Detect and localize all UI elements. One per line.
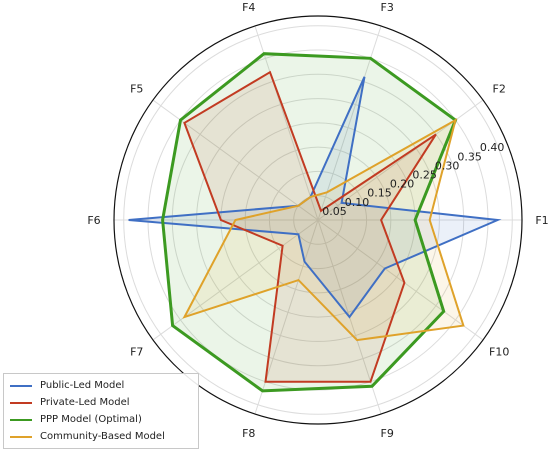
- axis-label-f5: F5: [130, 82, 143, 95]
- tick-label-3: 0.20: [390, 178, 415, 191]
- legend-label-community-based: Community-Based Model: [40, 431, 165, 442]
- legend-swatch-ppp: [10, 418, 32, 421]
- axis-label-f3: F3: [381, 1, 394, 14]
- legend-item-private-led: Private-Led Model: [10, 394, 192, 411]
- legend-swatch-private-led: [10, 401, 32, 404]
- tick-label-1: 0.10: [345, 196, 370, 209]
- tick-label-7: 0.40: [480, 141, 505, 154]
- legend-label-private-led: Private-Led Model: [40, 397, 130, 408]
- legend-swatch-public-led: [10, 384, 32, 387]
- series-fill-1: [184, 72, 436, 382]
- axis-label-f8: F8: [242, 427, 255, 440]
- series-line-3: [182, 118, 465, 342]
- legend-label-ppp: PPP Model (Optimal): [40, 414, 142, 425]
- tick-label-4: 0.25: [412, 169, 437, 182]
- axis-label-f4: F4: [242, 1, 255, 14]
- series-line-1: [183, 70, 437, 383]
- axis-label-f6: F6: [87, 214, 100, 227]
- spoke-f7: [152, 219, 319, 341]
- series-fill-3: [184, 120, 464, 341]
- axis-label-f9: F9: [381, 427, 394, 440]
- tick-label-6: 0.35: [457, 150, 482, 163]
- legend-label-public-led: Public-Led Model: [40, 380, 125, 391]
- tick-label-5: 0.30: [435, 159, 460, 172]
- legend: Public-Led Model Private-Led Model PPP M…: [3, 373, 199, 449]
- series-line-0: [128, 76, 502, 319]
- legend-item-public-led: Public-Led Model: [10, 377, 192, 394]
- tick-label-0: 0.05: [322, 205, 347, 218]
- series-line-2: [161, 52, 458, 393]
- spoke-f10: [317, 219, 484, 341]
- axis-label-f7: F7: [130, 346, 143, 359]
- legend-swatch-community-based: [10, 435, 32, 438]
- tick-label-2: 0.15: [367, 187, 392, 200]
- axis-label-f2: F2: [493, 82, 506, 95]
- spoke-f4: [254, 25, 319, 221]
- axis-label-f10: F10: [489, 346, 509, 359]
- axis-label-f1: F1: [535, 214, 548, 227]
- legend-item-community-based: Community-Based Model: [10, 428, 192, 445]
- series-fill-2: [162, 53, 456, 391]
- outer-frame: [113, 15, 523, 425]
- legend-item-ppp: PPP Model (Optimal): [10, 411, 192, 428]
